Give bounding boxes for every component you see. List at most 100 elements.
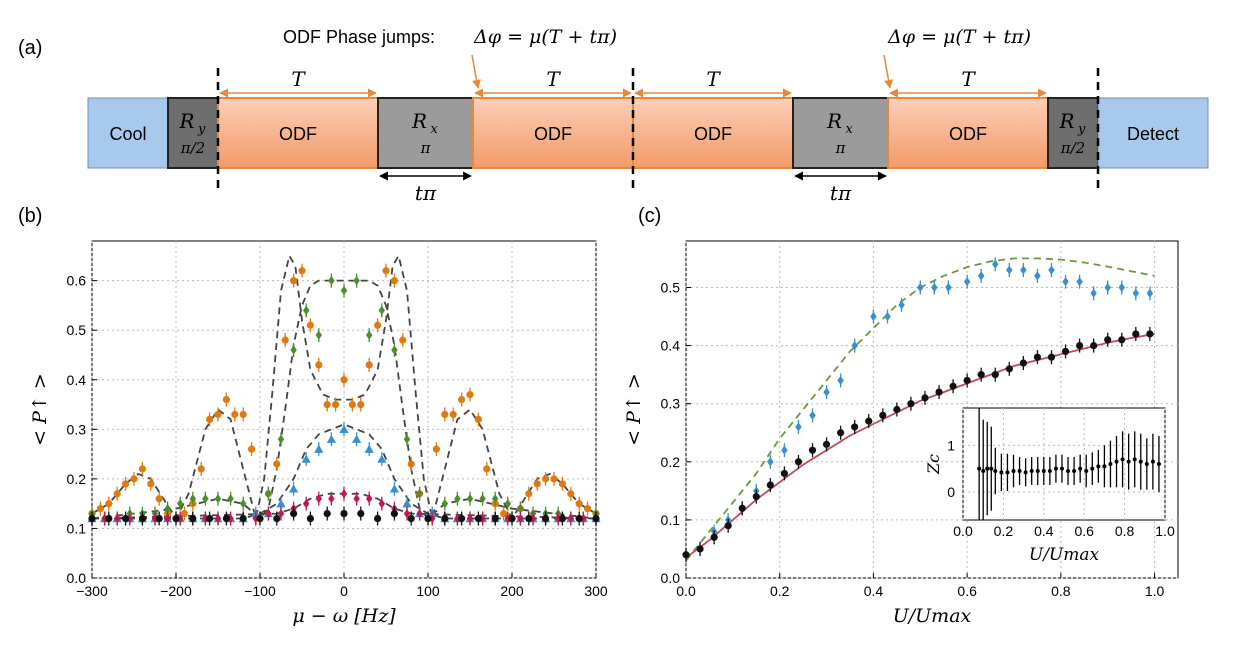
data-point bbox=[542, 475, 550, 483]
data-point bbox=[138, 514, 146, 523]
inset-data-point bbox=[1035, 469, 1040, 473]
sequence-block-2 bbox=[217, 97, 379, 169]
data-point bbox=[352, 434, 362, 443]
data-point bbox=[977, 271, 985, 281]
rotation-angle-1: π/2 bbox=[180, 139, 205, 157]
inset-data-point bbox=[1138, 459, 1143, 464]
data-point bbox=[592, 514, 600, 523]
inset-data-point bbox=[1005, 470, 1010, 475]
data-point bbox=[1090, 341, 1098, 350]
fit-line-2 bbox=[92, 423, 596, 520]
data-point bbox=[339, 424, 349, 434]
data-point bbox=[963, 277, 971, 287]
y-tick-label-3: 0.3 bbox=[661, 396, 681, 412]
data-point bbox=[357, 509, 365, 518]
inset-data-point bbox=[1047, 469, 1052, 473]
data-point bbox=[491, 514, 499, 523]
data-point bbox=[795, 422, 802, 432]
data-point bbox=[399, 336, 407, 344]
rotation-axis-8: y bbox=[1077, 122, 1086, 137]
data-point bbox=[851, 423, 859, 431]
data-point bbox=[921, 394, 929, 402]
fit-line-1 bbox=[91, 279, 597, 520]
data-point bbox=[870, 311, 877, 322]
sequence-block-7 bbox=[887, 97, 1049, 169]
data-point bbox=[365, 330, 373, 340]
data-point bbox=[328, 494, 335, 504]
data-point bbox=[809, 410, 816, 420]
data-point bbox=[206, 514, 214, 523]
inset-chart: 0.0 0.2 0.4 0.6 0.8 1.0 0 1 U/Umax Zc bbox=[924, 407, 1175, 565]
data-point bbox=[403, 434, 411, 444]
data-point bbox=[306, 321, 314, 329]
data-point bbox=[907, 400, 915, 408]
data-point bbox=[348, 400, 356, 409]
block-label-4: ODF bbox=[534, 124, 572, 144]
data-point bbox=[315, 494, 323, 504]
rotation-label-8: R bbox=[1058, 109, 1074, 133]
data-point bbox=[315, 330, 323, 340]
data-point bbox=[584, 505, 592, 513]
data-point bbox=[176, 499, 184, 509]
y-tick-label-5: 0.5 bbox=[67, 322, 87, 338]
y-tick-label-4: 0.4 bbox=[67, 372, 87, 388]
data-point bbox=[340, 509, 348, 518]
data-point bbox=[206, 415, 214, 424]
phase-formula-1: Δφ = μ(T + tπ) bbox=[473, 26, 617, 48]
inset-data-point bbox=[989, 466, 994, 471]
y-tick-label-2: 0.2 bbox=[67, 471, 87, 487]
pulse-sequence-diagram: (a) ODF Phase jumps: Δφ = μ(T + tπ) Δφ =… bbox=[18, 26, 1209, 205]
data-point bbox=[945, 282, 952, 293]
data-point bbox=[567, 513, 575, 524]
data-point bbox=[113, 513, 121, 524]
data-point bbox=[353, 494, 360, 504]
data-point bbox=[290, 345, 297, 355]
data-point bbox=[1118, 282, 1125, 293]
data-point bbox=[474, 514, 482, 523]
data-point bbox=[374, 514, 382, 523]
data-point bbox=[550, 475, 558, 483]
data-point bbox=[575, 514, 583, 523]
inset-x-tick-label-0: 0.0 bbox=[953, 523, 973, 539]
data-point bbox=[382, 267, 390, 275]
data-point bbox=[239, 410, 247, 419]
x-tick-label-2: −100 bbox=[244, 583, 276, 599]
data-point bbox=[96, 505, 104, 513]
phase-jump-pointer-2 bbox=[883, 54, 893, 89]
data-point bbox=[1132, 330, 1140, 338]
x-tick-label-1: −200 bbox=[160, 583, 192, 599]
block-label-5: ODF bbox=[694, 124, 732, 144]
data-point bbox=[365, 361, 373, 369]
data-point bbox=[357, 400, 365, 409]
data-point bbox=[328, 276, 335, 286]
data-point bbox=[1146, 330, 1154, 338]
inset-y-tick-label-0: 0 bbox=[947, 484, 955, 500]
inset-data-point bbox=[1114, 459, 1119, 464]
data-point bbox=[289, 484, 299, 493]
inset-data-point bbox=[1120, 457, 1125, 462]
data-point bbox=[189, 514, 197, 523]
data-point bbox=[1020, 265, 1027, 275]
data-point bbox=[441, 499, 449, 509]
fit-line-0 bbox=[91, 253, 597, 521]
phase-jump-pointer-1 bbox=[471, 54, 481, 89]
data-point bbox=[767, 457, 774, 467]
data-point bbox=[290, 277, 298, 285]
inset-data-point bbox=[999, 470, 1004, 475]
data-point bbox=[374, 321, 382, 329]
data-point bbox=[1005, 365, 1013, 373]
data-point bbox=[935, 388, 943, 396]
inset-x-tick-label-5: 1.0 bbox=[1155, 523, 1175, 539]
data-point bbox=[1006, 265, 1013, 275]
rotation-axis-6: x bbox=[846, 122, 854, 137]
chart-panel-b: (b) −300 −200 −100 0 100 200 300 0.0 0.1 0.2 0.3 0.… bbox=[18, 205, 608, 627]
data-point bbox=[483, 465, 491, 473]
data-point bbox=[315, 361, 323, 369]
inset-x-tick-label-1: 0.2 bbox=[994, 523, 1014, 539]
data-point bbox=[222, 395, 230, 404]
inset-data-point bbox=[1029, 469, 1034, 473]
inset-data-point bbox=[1053, 466, 1058, 471]
phase-formula-2: Δφ = μ(T + tπ) bbox=[887, 26, 1031, 48]
data-point bbox=[977, 371, 985, 379]
data-point bbox=[390, 277, 398, 285]
